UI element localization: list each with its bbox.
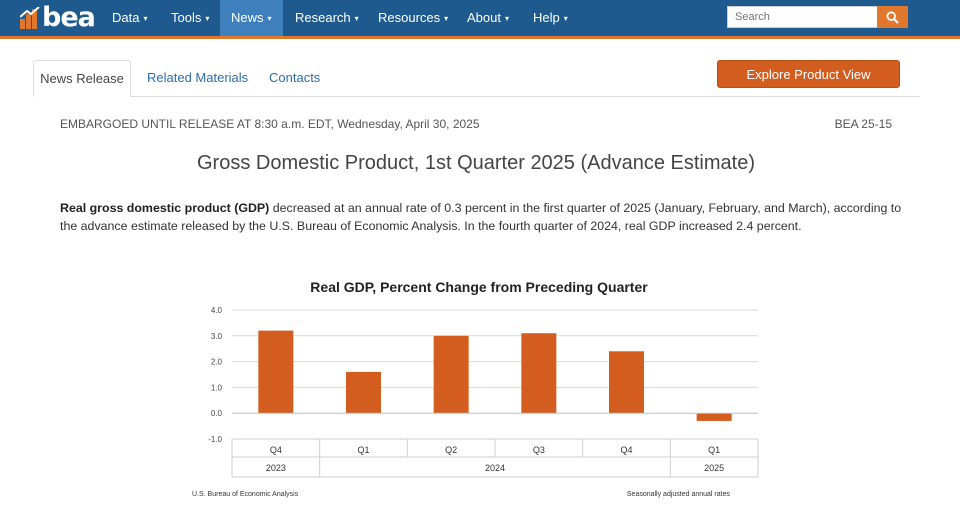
nav-item-label: Help [533, 10, 560, 25]
page-title: Gross Domestic Product, 1st Quarter 2025… [197, 152, 755, 174]
x-year-label: 2024 [485, 463, 505, 473]
caret-down-icon: ▾ [354, 13, 359, 23]
x-category-label: Q4 [270, 445, 282, 455]
y-tick-label: 3.0 [211, 332, 223, 341]
nav-item-news[interactable]: News ▾ [220, 0, 283, 36]
summary-text: decreased at an annual rate of 0.3 perce… [60, 201, 902, 233]
nav-item-label: Resources [378, 10, 441, 25]
nav-item-resources[interactable]: Resources ▾ [367, 0, 459, 36]
nav-item-label: Data [112, 10, 140, 25]
tab-contacts[interactable]: Contacts [269, 70, 321, 85]
gdp-bar [609, 351, 644, 414]
tab-related-materials[interactable]: Related Materials [147, 70, 249, 85]
gdp-bar [696, 413, 732, 421]
logo-text: bea [42, 2, 96, 33]
y-tick-label: -1.0 [208, 435, 222, 444]
nav-item-tools[interactable]: Tools ▾ [160, 0, 220, 36]
x-category-label: Q2 [445, 445, 457, 455]
nav-item-label: About [467, 10, 501, 25]
caret-down-icon: ▾ [563, 13, 568, 23]
nav-item-research[interactable]: Research ▾ [284, 0, 370, 36]
y-tick-label: 0.0 [211, 409, 223, 418]
caret-down-icon: ▾ [504, 13, 509, 23]
x-category-label: Q3 [533, 445, 545, 455]
gdp-bar [521, 333, 557, 414]
x-category-label: Q4 [620, 445, 632, 455]
search-input[interactable] [727, 6, 877, 28]
tab-news-release[interactable]: News Release [33, 60, 131, 97]
chart-note: Seasonally adjusted annual rates [627, 491, 731, 498]
top-navbar: bea Data ▾ Tools ▾ News ▾ Research ▾ Resources ▾ A… [0, 0, 960, 39]
caret-down-icon: ▾ [205, 13, 210, 23]
bea-logo[interactable]: bea [20, 2, 96, 33]
gdp-bar [346, 371, 381, 414]
search-icon [886, 10, 899, 24]
x-category-label: Q1 [357, 445, 369, 455]
y-tick-label: 2.0 [211, 358, 223, 367]
y-tick-label: 4.0 [211, 306, 223, 315]
x-category-label: Q1 [708, 445, 720, 455]
chart-source: U.S. Bureau of Economic Analysis [192, 491, 299, 498]
nav-item-label: Tools [171, 10, 202, 25]
nav-item-help[interactable]: Help ▾ [522, 0, 579, 36]
x-year-label: 2025 [704, 463, 724, 473]
release-number: BEA 25-15 [834, 117, 892, 131]
chart-title: Real GDP, Percent Change from Preceding … [310, 279, 648, 295]
summary-paragraph: Real gross domestic product (GDP) decrea… [60, 199, 910, 235]
gdp-bar [433, 335, 469, 414]
x-year-label: 2023 [266, 463, 286, 473]
y-tick-label: 1.0 [211, 383, 223, 392]
nav-item-data[interactable]: Data ▾ [101, 0, 158, 36]
caret-down-icon: ▾ [143, 13, 148, 23]
release-tabs: News Release Related Materials Contacts [33, 60, 920, 97]
bea-logo-icon [20, 7, 40, 29]
gdp-bar [258, 330, 294, 414]
embargo-notice: EMBARGOED UNTIL RELEASE AT 8:30 a.m. EDT… [60, 117, 480, 131]
search-button[interactable] [877, 6, 908, 28]
gdp-chart: Real GDP, Percent Change from Preceding … [192, 279, 759, 498]
nav-item-label: News [231, 10, 264, 25]
caret-down-icon: ▾ [444, 13, 449, 23]
nav-item-about[interactable]: About ▾ [456, 0, 520, 36]
caret-down-icon: ▾ [267, 13, 272, 23]
nav-item-label: Research [295, 10, 351, 25]
explore-product-view-button[interactable]: Explore Product View [717, 60, 900, 88]
summary-bold-lead: Real gross domestic product (GDP) [60, 201, 270, 215]
